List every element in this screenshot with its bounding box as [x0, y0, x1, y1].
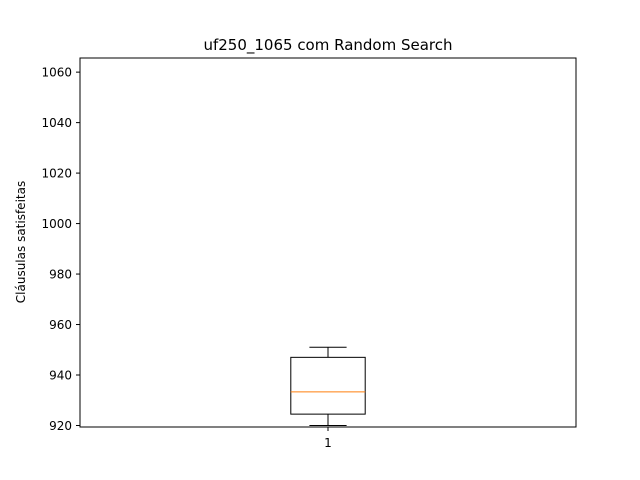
y-tick-label: 1060: [41, 66, 72, 80]
y-axis-label: Cláusulas satisfeitas: [14, 181, 28, 303]
y-tick-label: 960: [49, 318, 72, 332]
interquartile-box: [290, 356, 366, 415]
x-tick-label: 1: [324, 436, 332, 450]
y-tick-label: 920: [49, 419, 72, 433]
y-tick-label: 1040: [41, 116, 72, 130]
chart-title: uf250_1065 com Random Search: [203, 36, 452, 55]
x-axis-ticks: 1: [324, 427, 332, 450]
box-series: [290, 346, 366, 426]
y-tick-label: 1020: [41, 167, 72, 181]
y-tick-label: 980: [49, 268, 72, 282]
y-axis-ticks: 920 940 960 980 1000 1020 1040 1060: [41, 66, 80, 433]
y-tick-label: 940: [49, 369, 72, 383]
y-tick-label: 1000: [41, 217, 72, 231]
plot-area-frame: [79, 57, 577, 428]
